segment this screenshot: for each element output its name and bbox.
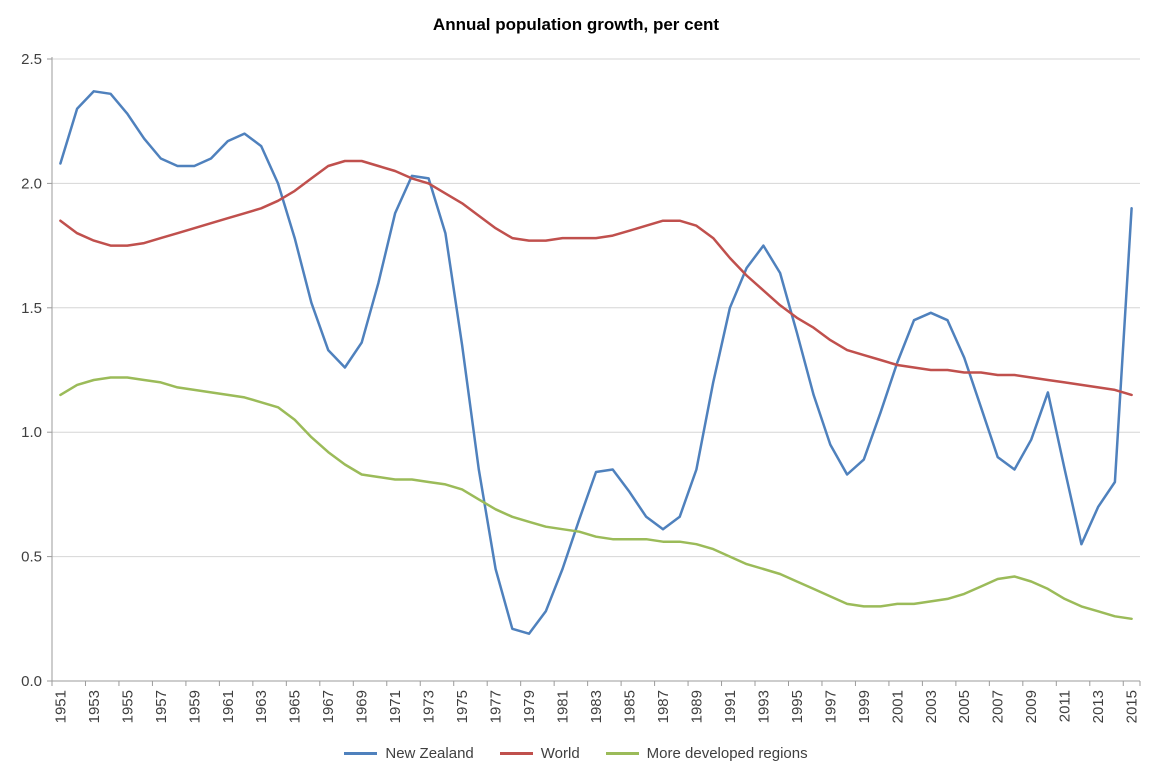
x-axis-tick-label: 1987 bbox=[655, 690, 672, 723]
legend-label: New Zealand bbox=[385, 745, 474, 762]
legend: New Zealand World More developed regions bbox=[0, 745, 1152, 762]
y-axis-tick-label: 2.5 bbox=[21, 51, 42, 68]
chart-title: Annual population growth, per cent bbox=[432, 15, 720, 34]
legend-item: World bbox=[499, 745, 580, 762]
x-axis-tick-label: 1975 bbox=[454, 690, 471, 723]
x-axis-tick-label: 1999 bbox=[856, 690, 873, 723]
y-axis-tick-label: 1.0 bbox=[21, 424, 42, 441]
x-axis-tick-label: 1991 bbox=[722, 690, 739, 723]
legend-swatch bbox=[344, 752, 378, 755]
x-axis-tick-label: 1961 bbox=[220, 690, 237, 723]
x-axis-tick-label: 2003 bbox=[923, 690, 940, 723]
series-line-2 bbox=[59, 376, 1133, 621]
x-axis-tick-label: 1955 bbox=[119, 690, 136, 723]
x-axis-tick-label: 2015 bbox=[1124, 690, 1141, 723]
legend-swatch bbox=[499, 752, 533, 755]
legend-label: More developed regions bbox=[646, 745, 808, 762]
series-line-0 bbox=[59, 90, 1133, 635]
x-axis-tick-label: 1959 bbox=[186, 690, 203, 723]
x-axis-tick-label: 1957 bbox=[153, 690, 170, 723]
x-axis-tick-label: 1995 bbox=[789, 690, 806, 723]
x-axis-tick-label: 1981 bbox=[555, 690, 572, 723]
x-axis-tick-label: 1993 bbox=[755, 690, 772, 723]
x-axis-tick-label: 2011 bbox=[1057, 690, 1074, 722]
x-axis-tick-label: 1969 bbox=[354, 690, 371, 723]
legend-item: More developed regions bbox=[605, 745, 808, 762]
legend-swatch bbox=[605, 752, 639, 755]
x-axis-tick-label: 2005 bbox=[956, 690, 973, 723]
y-axis-tick-label: 0.0 bbox=[21, 673, 42, 690]
x-axis-tick-label: 1983 bbox=[588, 690, 605, 723]
y-axis-tick-label: 1.5 bbox=[21, 300, 42, 317]
x-axis-tick-label: 1951 bbox=[52, 690, 69, 723]
x-axis-tick-label: 1979 bbox=[521, 690, 538, 723]
legend-label: World bbox=[540, 745, 580, 762]
x-axis-tick-label: 2013 bbox=[1090, 690, 1107, 723]
x-axis-tick-label: 1965 bbox=[287, 690, 304, 723]
x-axis-tick-label: 1953 bbox=[86, 690, 103, 723]
x-axis-tick-label: 1977 bbox=[488, 690, 505, 723]
x-axis-tick-label: 2009 bbox=[1023, 690, 1040, 723]
x-axis-tick-label: 1989 bbox=[688, 690, 705, 723]
y-axis-tick-label: 2.0 bbox=[21, 175, 42, 192]
series-line-1 bbox=[59, 159, 1133, 397]
x-axis-tick-label: 1985 bbox=[621, 690, 638, 723]
x-axis-tick-label: 1997 bbox=[822, 690, 839, 723]
x-axis-tick-label: 1973 bbox=[421, 690, 438, 723]
legend-item: New Zealand bbox=[344, 745, 474, 762]
x-axis-tick-label: 1971 bbox=[387, 690, 404, 723]
y-axis-tick-label: 0.5 bbox=[21, 549, 42, 566]
x-axis-tick-label: 1967 bbox=[320, 690, 337, 723]
x-axis-tick-label: 2001 bbox=[889, 690, 906, 723]
x-axis-tick-label: 1963 bbox=[253, 690, 270, 723]
x-axis-tick-label: 2007 bbox=[990, 690, 1007, 723]
